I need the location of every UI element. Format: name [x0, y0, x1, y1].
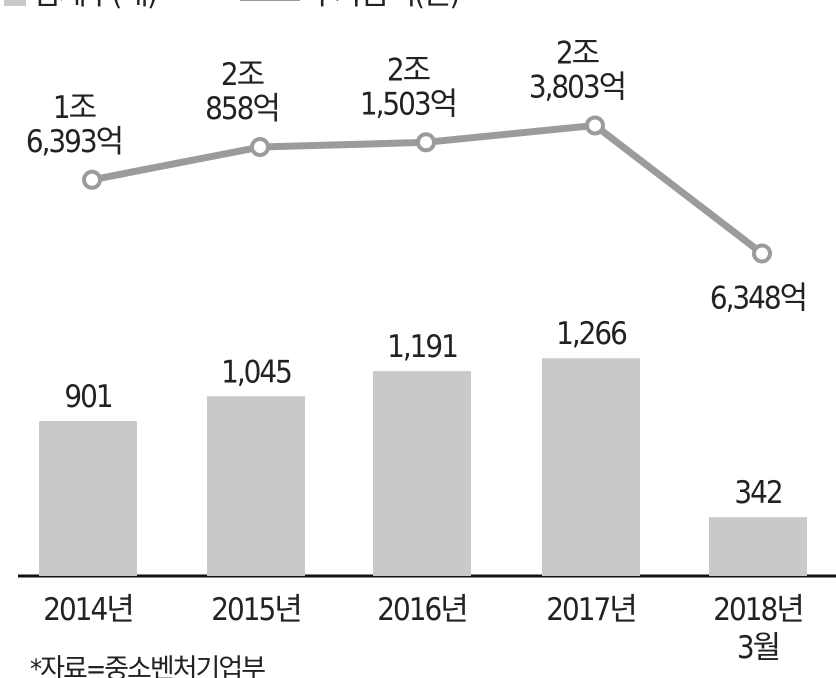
x-tick-label: 2017년 — [546, 592, 635, 628]
bar-value-label: 901 — [64, 379, 111, 415]
source-note: *자료=중소벤처기업부 — [30, 654, 265, 678]
x-tick-label: 2014년 — [43, 592, 132, 628]
bar — [542, 358, 640, 576]
bar-value-label: 1,045 — [221, 354, 291, 390]
x-tick-label: 2016년 — [377, 592, 466, 628]
bar-value-label: 1,266 — [556, 316, 626, 352]
x-tick-label: 2018년 3월 — [713, 592, 802, 666]
bar-value-label: 342 — [734, 475, 781, 511]
bar — [373, 371, 471, 576]
bar — [39, 421, 137, 576]
line-value-label: 2조 858억 — [205, 57, 279, 127]
legend-label: 업체수(개) — [32, 0, 156, 12]
legend-label: 투자금액(원) — [308, 0, 458, 12]
line-value-label: 6,348억 — [710, 280, 806, 316]
bar — [207, 396, 305, 576]
line-value-label: 1조 6,393억 — [26, 90, 122, 160]
bar-value-label: 1,191 — [387, 329, 457, 365]
legend-swatch — [4, 0, 26, 6]
bar — [709, 517, 807, 576]
line-marker — [250, 137, 270, 158]
line-marker — [585, 115, 605, 136]
x-tick-label: 2015년 — [211, 592, 300, 628]
line-marker — [82, 169, 102, 190]
line-marker — [752, 243, 772, 264]
line-value-label: 2조 1,503억 — [360, 52, 456, 122]
line-value-label: 2조 3,803억 — [529, 35, 625, 105]
line-marker — [416, 132, 436, 153]
